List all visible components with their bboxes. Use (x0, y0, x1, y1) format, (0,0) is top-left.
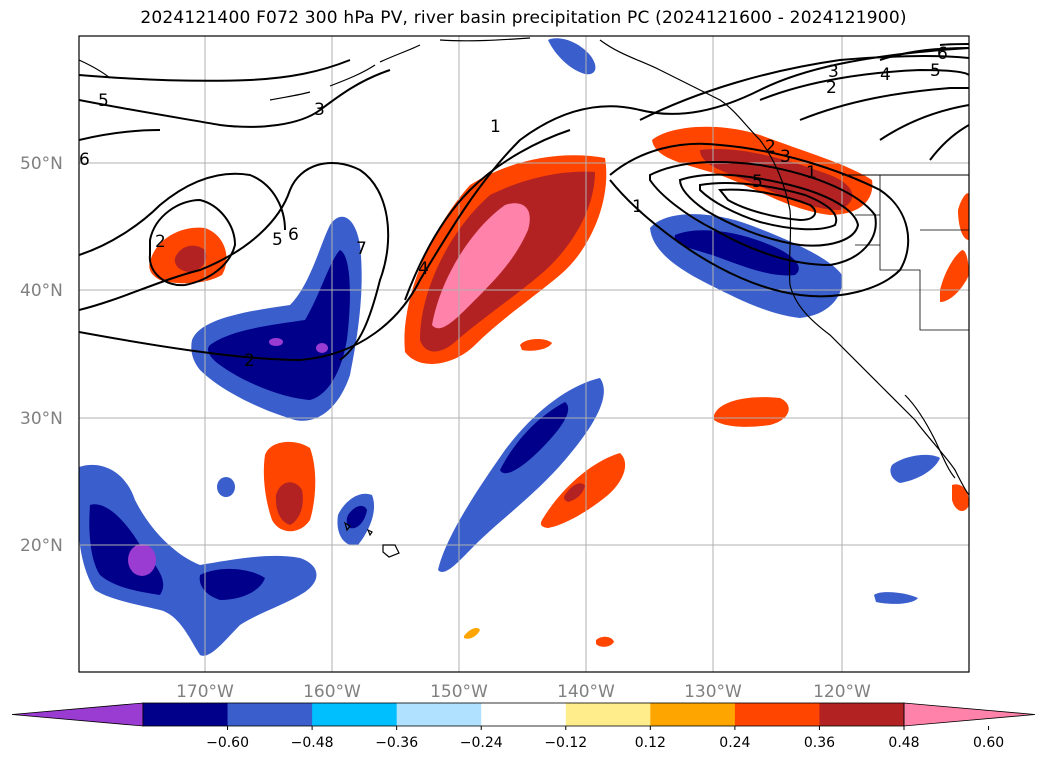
colorbar-segment (650, 703, 736, 726)
contour-label: 3 (780, 147, 791, 167)
colorbar-tick-label: 0.12 (635, 735, 666, 751)
negative-anomaly-area (548, 38, 596, 75)
contour-label: 4 (418, 259, 429, 279)
pv-contours (79, 43, 969, 362)
contour-label: 1 (806, 163, 817, 183)
contour-label: 5 (930, 61, 941, 81)
positive-anomaly-area (952, 484, 969, 512)
positive-anomaly-area (714, 397, 789, 427)
positive-anomaly-area (464, 628, 480, 639)
lon-label: 160°W (303, 682, 361, 702)
positive-anomaly-area (520, 339, 552, 351)
colorbar-tick-label: 0.48 (888, 735, 919, 751)
map-frame (78, 35, 970, 673)
colorbar-segment (734, 703, 820, 726)
colorbar-segment (227, 703, 313, 726)
positive-anomaly-area (596, 636, 614, 647)
positive-anomaly-area (174, 245, 207, 272)
lon-label: 120°W (813, 682, 871, 702)
contour-label: 6 (288, 225, 299, 245)
negative-anomaly-area (890, 454, 940, 483)
colorbar-extend-low (11, 702, 144, 727)
contour-label: 3 (828, 62, 839, 82)
contour-label: 2 (155, 232, 166, 252)
colorbar-outline (142, 702, 905, 727)
negative-anomaly-area (438, 378, 604, 572)
longitude-labels: 170°W 160°W 150°W 140°W 130°W 120°W (176, 682, 871, 702)
lat-label: 50°N (20, 154, 63, 174)
contour-label: 2 (244, 351, 255, 371)
colorbar-tick-label: −0.36 (375, 735, 418, 751)
positive-anomaly-area (700, 149, 853, 210)
lat-label: 30°N (20, 409, 63, 429)
negative-anomaly-area (874, 592, 918, 604)
colorbar-segment (396, 703, 482, 726)
contour-label: 1 (490, 117, 501, 137)
lat-label: 40°N (20, 281, 63, 301)
negative-anomaly-area (79, 464, 317, 656)
colorbar-segment (143, 703, 229, 726)
colorbar-segment (312, 703, 398, 726)
contour-label: 4 (880, 65, 891, 85)
colorbar-tick-label: −0.48 (291, 735, 334, 751)
lon-label: 140°W (557, 682, 615, 702)
lon-label: 150°W (430, 682, 488, 702)
positive-anomaly-core (432, 203, 530, 329)
contour-label: 2 (826, 78, 837, 98)
colorbar-tick-label: 0.36 (804, 735, 835, 751)
contour-label: 5 (272, 230, 283, 250)
contour-label: 5 (752, 172, 763, 192)
coastlines (79, 37, 969, 558)
negative-anomaly-core (674, 230, 799, 276)
colorbar-tick-label: −0.12 (544, 735, 587, 751)
contour-label: 6 (937, 44, 948, 64)
map-title: 2024121400 F072 300 hPa PV, river basin … (140, 8, 907, 28)
positive-anomaly-area (564, 483, 585, 502)
colorbar-tick-label: 0.24 (719, 735, 750, 751)
map-gridlines (79, 36, 969, 672)
colorbar-segment (819, 703, 905, 726)
lat-label: 20°N (20, 536, 63, 556)
lon-label: 130°W (684, 682, 742, 702)
contour-label: 2 (765, 137, 776, 157)
colorbar-extend-high (903, 702, 1036, 727)
colorbar-segment (565, 703, 651, 726)
colorbar-tick-label: 0.60 (973, 735, 1004, 751)
colorbar: −0.60 −0.48 −0.36 −0.24 −0.12 0.12 0.24 0.36 0.4… (11, 702, 1036, 751)
contour-label: 3 (314, 100, 325, 120)
positive-anomaly-area (958, 193, 969, 240)
colorbar-tick-label: −0.60 (206, 735, 249, 751)
contour-label: 7 (356, 239, 367, 259)
negative-anomaly-core (208, 250, 350, 400)
negative-anomaly-core (346, 505, 367, 529)
colorbar-segment (481, 703, 567, 726)
pv-contour-labels: 5 3 1 2 5 6 7 4 2 1 2 3 5 3 4 5 6 2 6 1 (79, 44, 948, 371)
positive-anomaly-area (275, 482, 303, 525)
negative-anomaly-core (500, 402, 569, 474)
lon-label: 170°W (176, 682, 234, 702)
negative-anomaly-core (199, 568, 265, 600)
positive-anomaly-area (940, 250, 969, 302)
contour-label: 1 (632, 197, 643, 217)
latitude-labels: 50°N 40°N 30°N 20°N (20, 154, 63, 556)
contour-label: 5 (98, 91, 109, 111)
colorbar-tick-label: −0.24 (460, 735, 503, 751)
contour-label: 6 (79, 150, 90, 170)
